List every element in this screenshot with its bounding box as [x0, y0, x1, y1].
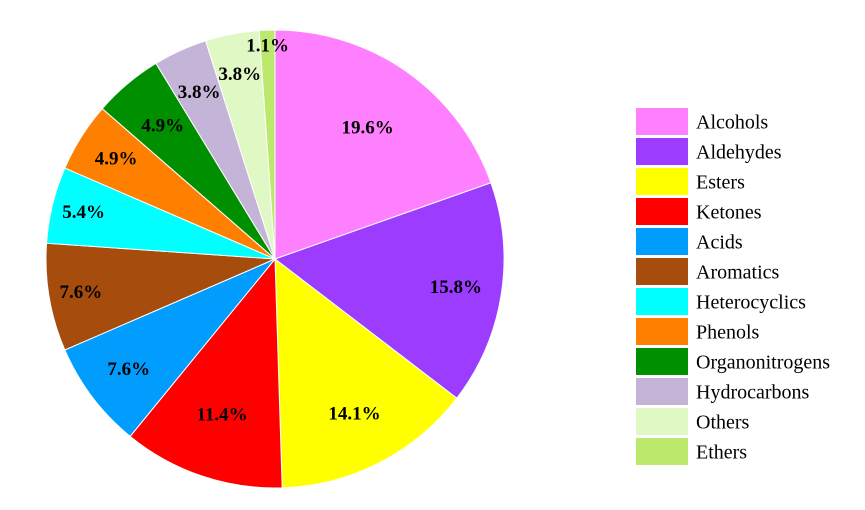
legend-swatch-others: [636, 408, 688, 435]
legend-label-ethers: Ethers: [696, 442, 747, 464]
legend-label-aromatics: Aromatics: [696, 262, 780, 284]
slice-label-aromatics: 7.6%: [60, 282, 103, 303]
legend: Alcohols Aldehydes Esters Ketones Acids Aroma…: [636, 108, 830, 465]
legend-label-ketones: Ketones: [696, 202, 762, 224]
legend-label-others: Others: [696, 412, 750, 434]
legend-swatch-ethers: [636, 438, 688, 465]
pie-slice-esters: [274, 257, 458, 489]
legend-label-heterocyclics: Heterocyclics: [696, 292, 806, 314]
legend-swatch-alcohols: [636, 108, 688, 135]
pie-slice-aldehydes: [273, 182, 505, 399]
legend-label-organonitrogens: Organonitrogens: [696, 352, 830, 374]
slice-label-others: 3.8%: [218, 64, 261, 85]
legend-label-alcohols: Alcohols: [696, 112, 768, 134]
pie-slice-ethers: [258, 29, 276, 260]
legend-swatch-phenols: [636, 318, 688, 345]
pie-slice-aromatics: [45, 242, 276, 351]
legend-label-phenols: Phenols: [696, 322, 760, 344]
slice-label-hydrocarbons: 3.8%: [178, 82, 221, 103]
legend-label-acids: Acids: [696, 232, 743, 254]
legend-swatch-aldehydes: [636, 138, 688, 165]
pie-slices: [45, 29, 505, 489]
legend-swatch-heterocyclics: [636, 288, 688, 315]
slice-label-aldehydes: 15.8%: [430, 277, 482, 298]
slice-label-alcohols: 19.6%: [341, 118, 393, 139]
legend-swatch-hydrocarbons: [636, 378, 688, 405]
legend-swatch-ketones: [636, 198, 688, 225]
slice-label-acids: 7.6%: [107, 359, 150, 380]
legend-swatch-acids: [636, 228, 688, 255]
pie-slice-acids: [64, 258, 276, 438]
slice-label-esters: 14.1%: [328, 403, 380, 424]
legend-swatch-aromatics: [636, 258, 688, 285]
pie-slice-ketones: [129, 257, 283, 489]
slice-label-phenols: 4.9%: [95, 148, 138, 169]
slice-label-organonitrogens: 4.9%: [141, 116, 184, 137]
legend-label-aldehydes: Aldehydes: [696, 142, 782, 164]
legend-swatch-esters: [636, 168, 688, 195]
legend-label-esters: Esters: [696, 172, 745, 194]
legend-swatch-organonitrogens: [636, 348, 688, 375]
pie-percent-labels: 19.6% 15.8% 14.1% 11.4% 7.6% 7.6% 5.4% 4.9%4.9%…: [60, 36, 482, 426]
slice-label-ketones: 11.4%: [196, 405, 247, 426]
slice-label-ethers: 1.1%: [246, 36, 289, 57]
legend-label-hydrocarbons: Hydrocarbons: [696, 382, 810, 404]
slice-label-heterocyclics: 5.4%: [62, 202, 105, 223]
